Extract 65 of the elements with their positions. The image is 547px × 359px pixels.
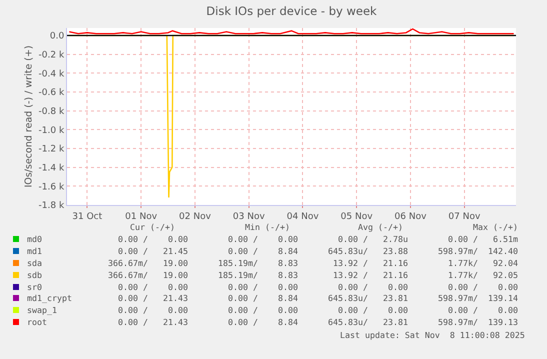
text: 0.00 / 0.00: [228, 305, 298, 315]
text: 0.00 / 21.43: [118, 293, 188, 303]
text: 185.19m/ 8.83: [218, 270, 298, 280]
x-tick-label: 01 Nov: [125, 212, 158, 222]
text: Min (-/+): [245, 222, 290, 232]
text: 0.00 / 8.84: [228, 246, 298, 256]
x-tick-label: 04 Nov: [286, 212, 320, 222]
x-tick-label: 02 Nov: [179, 212, 212, 222]
text: 1.77k/ 92.05: [448, 270, 518, 280]
text: 185.19m/ 8.83: [218, 258, 298, 268]
text: 0.00 / 0.00: [338, 305, 408, 315]
text: 366.67m/ 19.00: [108, 258, 188, 268]
text: 0.00 / 21.45: [118, 246, 188, 256]
text: 0.00 / 8.84: [228, 293, 298, 303]
y-tick-label: -0.8 k: [38, 107, 65, 117]
y-axis-title: IOs/second read (-) / write (+): [24, 45, 35, 188]
chart-title: Disk IOs per device - by week: [206, 4, 378, 18]
text: 0.00 / 0.00: [118, 282, 188, 292]
x-tick-label: 05 Nov: [340, 212, 374, 222]
legend-label: sdb: [27, 270, 42, 280]
x-tick-label: 07 Nov: [448, 212, 481, 222]
text: 0.00 / 0.00: [448, 305, 518, 315]
legend-label: md1: [27, 246, 42, 256]
text: 645.83u/ 23.81: [328, 317, 408, 327]
text: 0.00 / 0.00: [228, 282, 298, 292]
text: 645.83u/ 23.81: [328, 293, 408, 303]
legend-label: md1_crypt: [27, 293, 72, 303]
text: 0.00 / 21.43: [118, 317, 188, 327]
text: 0.00 / 0.00: [118, 234, 188, 244]
y-tick-label: -0.2 k: [38, 50, 65, 61]
text: Max (-/+): [473, 222, 518, 232]
y-tick-label: -1.2 k: [38, 144, 65, 155]
text: 598.97m/ 139.13: [438, 317, 518, 327]
x-tick-label: 06 Nov: [394, 212, 428, 222]
legend-label: swap_1: [27, 305, 57, 315]
text: 0.00 / 2.78u: [338, 234, 408, 244]
legend-label: md0: [27, 234, 42, 244]
text: Cur (-/+): [130, 222, 175, 232]
y-tick-label: 0.0: [50, 32, 64, 42]
y-tick-label: -0.6 k: [38, 88, 65, 98]
text: 645.83u/ 23.88: [328, 246, 408, 256]
legend-label: root: [27, 317, 47, 327]
text: 366.67m/ 19.00: [108, 270, 188, 280]
text: 0.00 / 0.00: [228, 234, 298, 244]
y-tick-label: -1.0 k: [38, 126, 65, 136]
text: 598.97m/ 142.40: [438, 246, 518, 256]
text: 1.77k/ 92.04: [448, 258, 518, 268]
text: 0.00 / 6.51m: [448, 234, 518, 244]
x-tick-label: 03 Nov: [232, 212, 266, 222]
text: 13.92 / 21.16: [333, 270, 408, 280]
text: 0.00 / 0.00: [118, 305, 188, 315]
text: 598.97m/ 139.14: [438, 293, 518, 303]
text: 0.00 / 0.00: [338, 282, 408, 292]
text: Avg (-/+): [358, 222, 403, 232]
y-tick-label: -0.4 k: [38, 69, 65, 80]
legend-label: sr0: [27, 282, 42, 292]
text: 0.00 / 8.84: [228, 317, 298, 327]
legend-label: sda: [27, 258, 42, 268]
text: Last update: Sat Nov 8 11:00:08 2025: [340, 330, 525, 340]
y-tick-label: -1.8 k: [38, 201, 65, 212]
y-tick-label: -1.6 k: [38, 182, 65, 192]
text: 0.00 / 0.00: [448, 282, 518, 292]
x-tick-label: 31 Oct: [72, 212, 103, 222]
y-tick-label: -1.4 k: [38, 163, 65, 174]
text: 13.92 / 21.16: [333, 258, 408, 268]
